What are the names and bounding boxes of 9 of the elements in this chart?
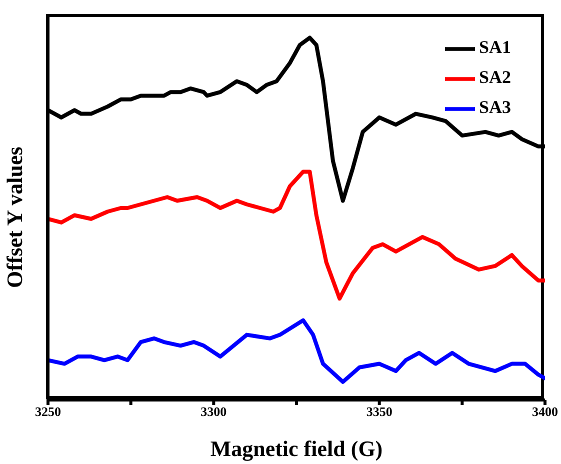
legend-label: SA1 [478, 37, 511, 58]
y-axis-title: Offset Y values [2, 146, 27, 288]
legend-label: SA2 [478, 67, 511, 88]
x-axis-title: Magnetic field (G) [210, 436, 383, 461]
x-tick-label: 3350 [366, 404, 392, 420]
x-tick-label: 3300 [200, 404, 227, 420]
x-tick-label: 3400 [532, 404, 558, 420]
legend-label: SA3 [478, 97, 511, 118]
x-tick-label: 3250 [35, 404, 61, 420]
